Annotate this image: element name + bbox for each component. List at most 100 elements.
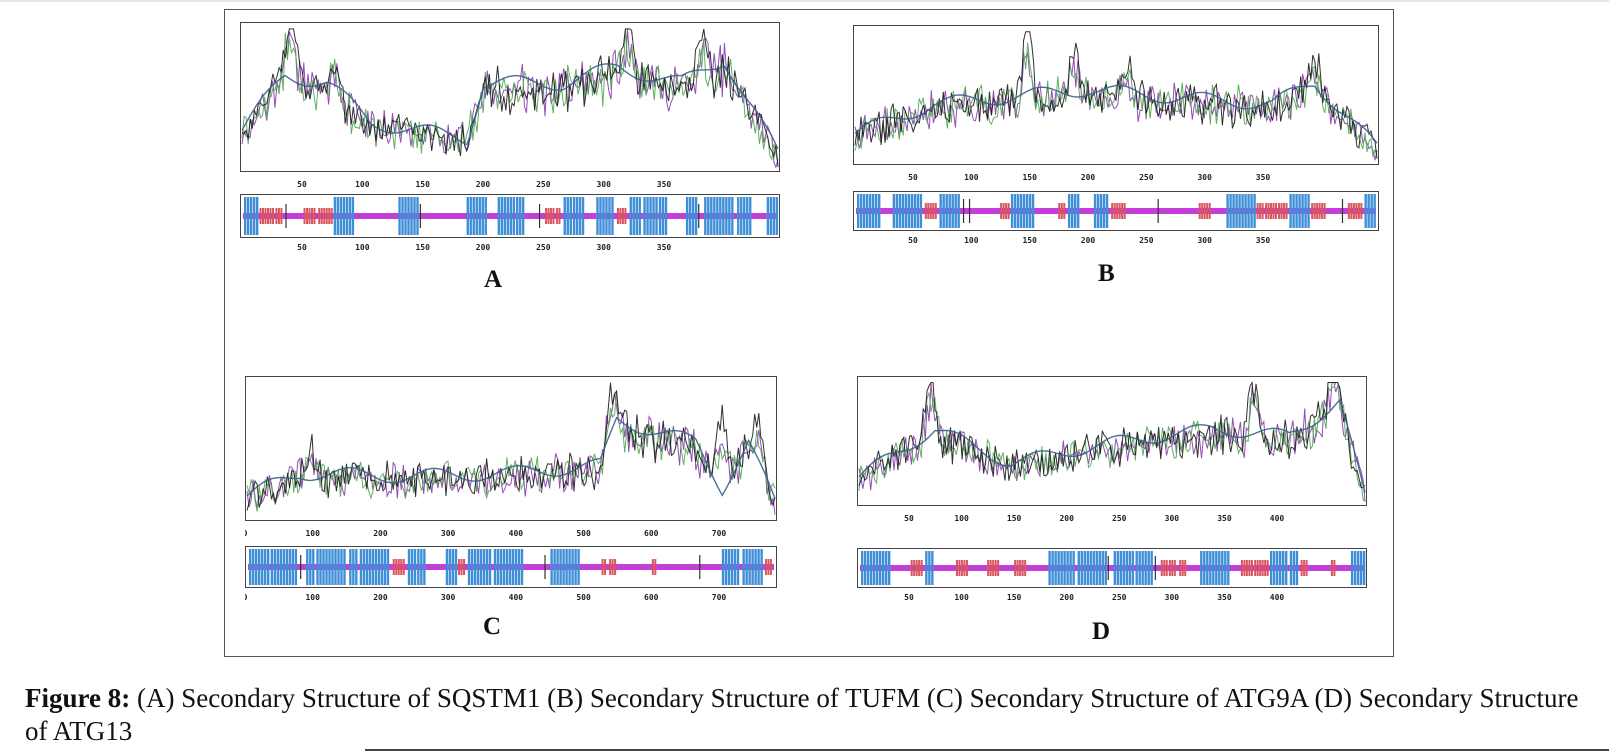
panel-a-strip-helix bbox=[466, 197, 487, 235]
panel-c-strip-turn bbox=[544, 555, 546, 579]
panel-b-strip-tick-label: 50 bbox=[908, 236, 918, 245]
panel-c-profile-tick-label: 400 bbox=[509, 529, 524, 538]
panel-b-strip-helix bbox=[1093, 194, 1109, 228]
panel-b-profile-tick-label: 250 bbox=[1139, 173, 1154, 182]
panel-b-strip-tick-label: 200 bbox=[1081, 236, 1096, 245]
panel-d-strip-strand bbox=[910, 560, 923, 576]
panel-b-letter: B bbox=[1098, 260, 1115, 287]
panel-b-strip-helix bbox=[857, 194, 881, 228]
panel-c-strip-helix bbox=[306, 549, 315, 585]
panel-b-profile-tick-label: 50 bbox=[908, 173, 918, 182]
panel-d-strip-tick-label: 400 bbox=[1270, 593, 1285, 602]
panel-a-strip-helix bbox=[497, 197, 516, 235]
panel-c-strip-strand bbox=[609, 559, 617, 575]
panel-b-strip-helix bbox=[1067, 194, 1080, 228]
panel-b-strip-turn bbox=[962, 199, 965, 223]
panel-d-strip-helix bbox=[1200, 551, 1230, 585]
panel-a-strip-helix bbox=[704, 197, 734, 235]
figure-caption: Figure 8: (A) Secondary Structure of SQS… bbox=[25, 682, 1595, 748]
panel-c-profile-trace bbox=[246, 416, 776, 499]
panel-b-strip-helix bbox=[939, 194, 960, 228]
panel-a-profile-trace bbox=[241, 63, 779, 150]
panel-c-strip-helix bbox=[249, 549, 270, 585]
panel-c-profile-trace bbox=[246, 382, 776, 511]
panel-b-strip-tick-label: 100 bbox=[964, 236, 979, 245]
panel-d-strip-turn bbox=[1107, 556, 1109, 580]
panel-c-strip-turn bbox=[699, 555, 701, 579]
panel-c-strip-strand bbox=[392, 559, 405, 575]
panel-d-profile-trace bbox=[858, 380, 1366, 489]
panel-d-strip-strand bbox=[1168, 560, 1176, 576]
panel-a-strip-tick-label: 300 bbox=[596, 243, 611, 252]
panel-d-strip-helix bbox=[925, 551, 934, 585]
panel-d-profile-tick-label: 100 bbox=[954, 514, 969, 523]
panel-a-profile-tick-label: 300 bbox=[596, 180, 611, 189]
panel-b-strip-strand bbox=[1311, 203, 1326, 219]
panel-d-strip-turn bbox=[1154, 556, 1156, 580]
panel-a-strip-tick-label: 150 bbox=[415, 243, 430, 252]
panel-b-strip-strand bbox=[1265, 203, 1278, 219]
panel-c-strip-helix bbox=[445, 549, 458, 585]
panel-a-profile-tick-label: 50 bbox=[297, 180, 307, 189]
panel-c-strip-strand bbox=[458, 559, 466, 575]
panel-a-strip-tick-label: 250 bbox=[536, 243, 551, 252]
panel-d-strip-strand bbox=[1330, 560, 1336, 576]
panel-d-structure-strip: 50 100 150 200 250 300 350 400 bbox=[857, 548, 1367, 602]
panel-d-strip-tick-label: 50 bbox=[904, 593, 914, 602]
panel-a-profile-tick-label: 350 bbox=[657, 180, 672, 189]
panel-a-profile-plot: 50 100 150 200 250 300 350 bbox=[240, 22, 780, 189]
panel-c-strip-tick-label: 700 bbox=[712, 593, 727, 602]
panel-d-strip-strand bbox=[1179, 560, 1187, 576]
panel-a-profile-tick-label: 200 bbox=[476, 180, 491, 189]
panel-d-strip-strand bbox=[1300, 560, 1308, 576]
panel-b-strip-tick-label: 250 bbox=[1139, 236, 1154, 245]
panel-d-strip-tick-label: 150 bbox=[1007, 593, 1022, 602]
panel-a-profile-frame bbox=[240, 22, 780, 172]
panel-d-profile-tick-label: 150 bbox=[1007, 514, 1022, 523]
panel-d-profile-trace bbox=[858, 398, 1366, 493]
panel-b-strip-strand bbox=[1111, 203, 1126, 219]
panel-a-strip-strand bbox=[555, 208, 561, 224]
panel-d-strip-strand bbox=[1240, 560, 1253, 576]
panel-d-letter: D bbox=[1092, 618, 1111, 645]
panel-d-profile-tick-label: 250 bbox=[1112, 514, 1127, 523]
panel-d-strip-coil-band bbox=[860, 565, 1364, 571]
panel-b-strip-turn bbox=[968, 199, 971, 223]
panel-c-profile-tick-label: 700 bbox=[712, 529, 727, 538]
panel-c-strip-tick-label: 100 bbox=[305, 593, 320, 602]
panel-d-strip-tick-label: 350 bbox=[1217, 593, 1232, 602]
panel-a-strip-helix bbox=[596, 197, 614, 235]
panel-d-strip-tick-label: 100 bbox=[954, 593, 969, 602]
panel-a-strip-helix bbox=[244, 197, 259, 235]
panel-a-strip-helix bbox=[572, 197, 585, 235]
panel-c-profile-tick-label: 300 bbox=[441, 529, 456, 538]
panel-a-strip-turn bbox=[419, 204, 421, 228]
panel-d-profile-plot: 50 100 150 200 250 300 350 400 bbox=[857, 376, 1367, 523]
panel-a-strip-turn bbox=[698, 204, 700, 228]
panel-c-strip-strand bbox=[764, 559, 772, 575]
panel-b-strip-turn bbox=[1157, 199, 1159, 223]
panel-b-strip-strand bbox=[1058, 203, 1066, 219]
panel-a-strip-helix bbox=[766, 197, 779, 235]
panel-a-strip-helix bbox=[563, 197, 572, 235]
panel-b-strip-coil-band bbox=[856, 208, 1376, 214]
panel-c-strip-helix bbox=[270, 549, 298, 585]
panel-a-strip-strand bbox=[616, 208, 627, 224]
panel-d-profile-frame bbox=[857, 376, 1367, 506]
panel-c-strip-helix bbox=[417, 549, 426, 585]
panel-a-strip-strand bbox=[275, 208, 283, 224]
panel-c-strip-helix bbox=[359, 549, 390, 585]
panel-d-strip-helix bbox=[1077, 551, 1107, 585]
panel-a-strip-helix bbox=[629, 197, 641, 235]
panel-d-strip-tick-label: 250 bbox=[1112, 593, 1127, 602]
panel-c-strip-tick-label: 300 bbox=[441, 593, 456, 602]
panel-c-strip-strand bbox=[651, 559, 657, 575]
panel-d-strip-helix bbox=[1289, 551, 1299, 585]
panel-c-profile-tick-label: 600 bbox=[644, 529, 659, 538]
panel-c-strip-helix bbox=[550, 549, 580, 585]
panel-d-strip-strand bbox=[1160, 560, 1168, 576]
panel-c-strip-helix bbox=[349, 549, 358, 585]
panel-b-strip-strand bbox=[1198, 203, 1211, 219]
panel-b-strip-tick-label: 300 bbox=[1197, 236, 1212, 245]
panel-b-strip-strand bbox=[924, 203, 937, 219]
